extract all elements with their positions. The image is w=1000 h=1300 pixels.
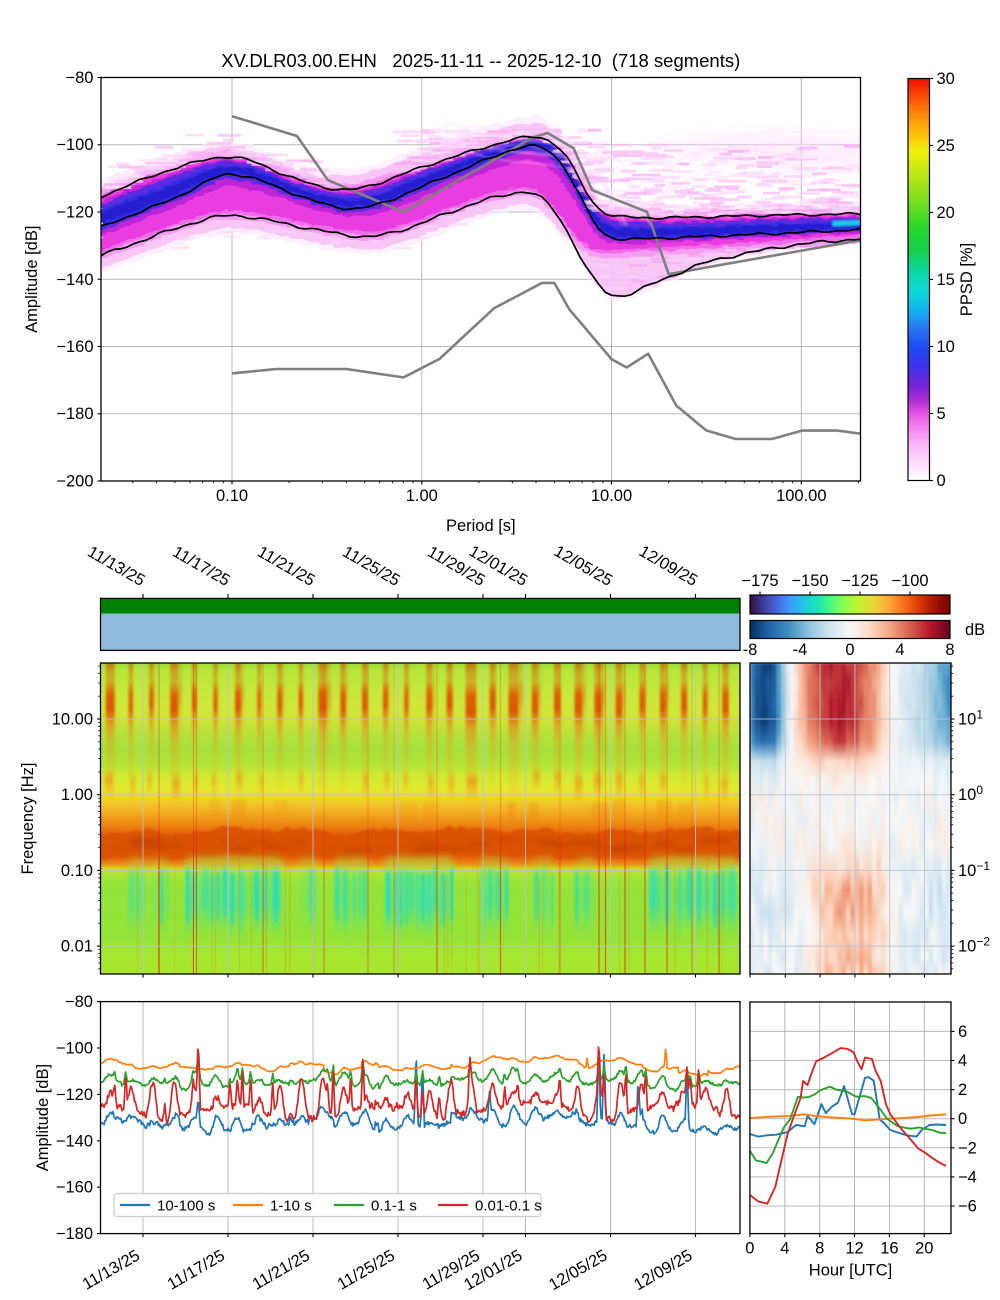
svg-text:−120: −120 <box>56 204 93 222</box>
svg-text:0: 0 <box>845 641 854 659</box>
svg-text:dB: dB <box>965 621 985 639</box>
svg-text:4: 4 <box>780 1240 789 1258</box>
svg-text:16: 16 <box>880 1240 898 1258</box>
svg-text:−100: −100 <box>891 572 928 590</box>
svg-text:-4: -4 <box>793 641 808 659</box>
svg-text:5: 5 <box>937 405 946 423</box>
svg-text:Hour [UTC]: Hour [UTC] <box>809 1262 892 1280</box>
svg-text:−6: −6 <box>958 1198 977 1216</box>
svg-text:4: 4 <box>958 1052 967 1070</box>
svg-text:Amplitude [dB]: Amplitude [dB] <box>34 1064 52 1171</box>
svg-text:−120: −120 <box>56 1086 93 1104</box>
svg-text:0.01: 0.01 <box>61 938 93 956</box>
svg-text:0.10: 0.10 <box>61 862 93 880</box>
svg-text:1.00: 1.00 <box>61 786 93 804</box>
svg-text:−100: −100 <box>56 1040 93 1058</box>
svg-text:Frequency [Hz]: Frequency [Hz] <box>19 763 37 875</box>
svg-text:0.10: 0.10 <box>216 487 248 505</box>
svg-text:−80: −80 <box>65 993 93 1011</box>
svg-text:10.00: 10.00 <box>52 711 93 729</box>
svg-text:1-10 s: 1-10 s <box>270 1198 312 1215</box>
svg-text:−175: −175 <box>741 572 778 590</box>
svg-text:100.00: 100.00 <box>776 487 826 505</box>
svg-text:1.00: 1.00 <box>406 487 438 505</box>
svg-text:−200: −200 <box>56 473 93 491</box>
svg-text:30: 30 <box>937 70 955 88</box>
svg-text:XV.DLR03.00.EHN 2025-11-11 -: XV.DLR03.00.EHN 2025-11-11 -- 2025-12-10… <box>221 50 740 71</box>
svg-text:PPSD [%]: PPSD [%] <box>958 243 976 316</box>
svg-text:20: 20 <box>915 1240 933 1258</box>
svg-text:Amplitude [dB]: Amplitude [dB] <box>23 226 41 333</box>
svg-text:−160: −160 <box>56 338 93 356</box>
svg-text:10: 10 <box>937 338 955 356</box>
svg-text:−80: −80 <box>66 69 94 87</box>
svg-text:−4: −4 <box>958 1168 977 1186</box>
svg-text:−125: −125 <box>841 572 878 590</box>
svg-text:−140: −140 <box>56 271 93 289</box>
svg-text:20: 20 <box>937 204 955 222</box>
svg-text:-8: -8 <box>743 641 758 659</box>
svg-text:0.1-1 s: 0.1-1 s <box>371 1198 417 1215</box>
svg-text:10-100 s: 10-100 s <box>157 1198 215 1215</box>
svg-text:2: 2 <box>958 1081 967 1099</box>
svg-text:−140: −140 <box>56 1132 93 1150</box>
svg-text:−160: −160 <box>56 1179 93 1197</box>
svg-text:−2: −2 <box>958 1139 977 1157</box>
svg-text:25: 25 <box>937 137 955 155</box>
svg-text:−180: −180 <box>56 1225 93 1243</box>
svg-text:10.00: 10.00 <box>591 487 632 505</box>
svg-text:0: 0 <box>745 1240 754 1258</box>
svg-text:0.01-0.1 s: 0.01-0.1 s <box>475 1198 542 1215</box>
svg-text:−100: −100 <box>56 136 93 154</box>
svg-text:0: 0 <box>958 1110 967 1128</box>
svg-text:15: 15 <box>937 271 955 289</box>
svg-text:12: 12 <box>845 1240 863 1258</box>
svg-text:−180: −180 <box>56 405 93 423</box>
svg-text:6: 6 <box>958 1023 967 1041</box>
svg-text:0: 0 <box>937 472 946 490</box>
svg-text:4: 4 <box>895 641 904 659</box>
svg-text:8: 8 <box>815 1240 824 1258</box>
svg-text:Period [s]: Period [s] <box>446 517 516 535</box>
svg-text:8: 8 <box>945 641 954 659</box>
svg-text:−150: −150 <box>791 572 828 590</box>
